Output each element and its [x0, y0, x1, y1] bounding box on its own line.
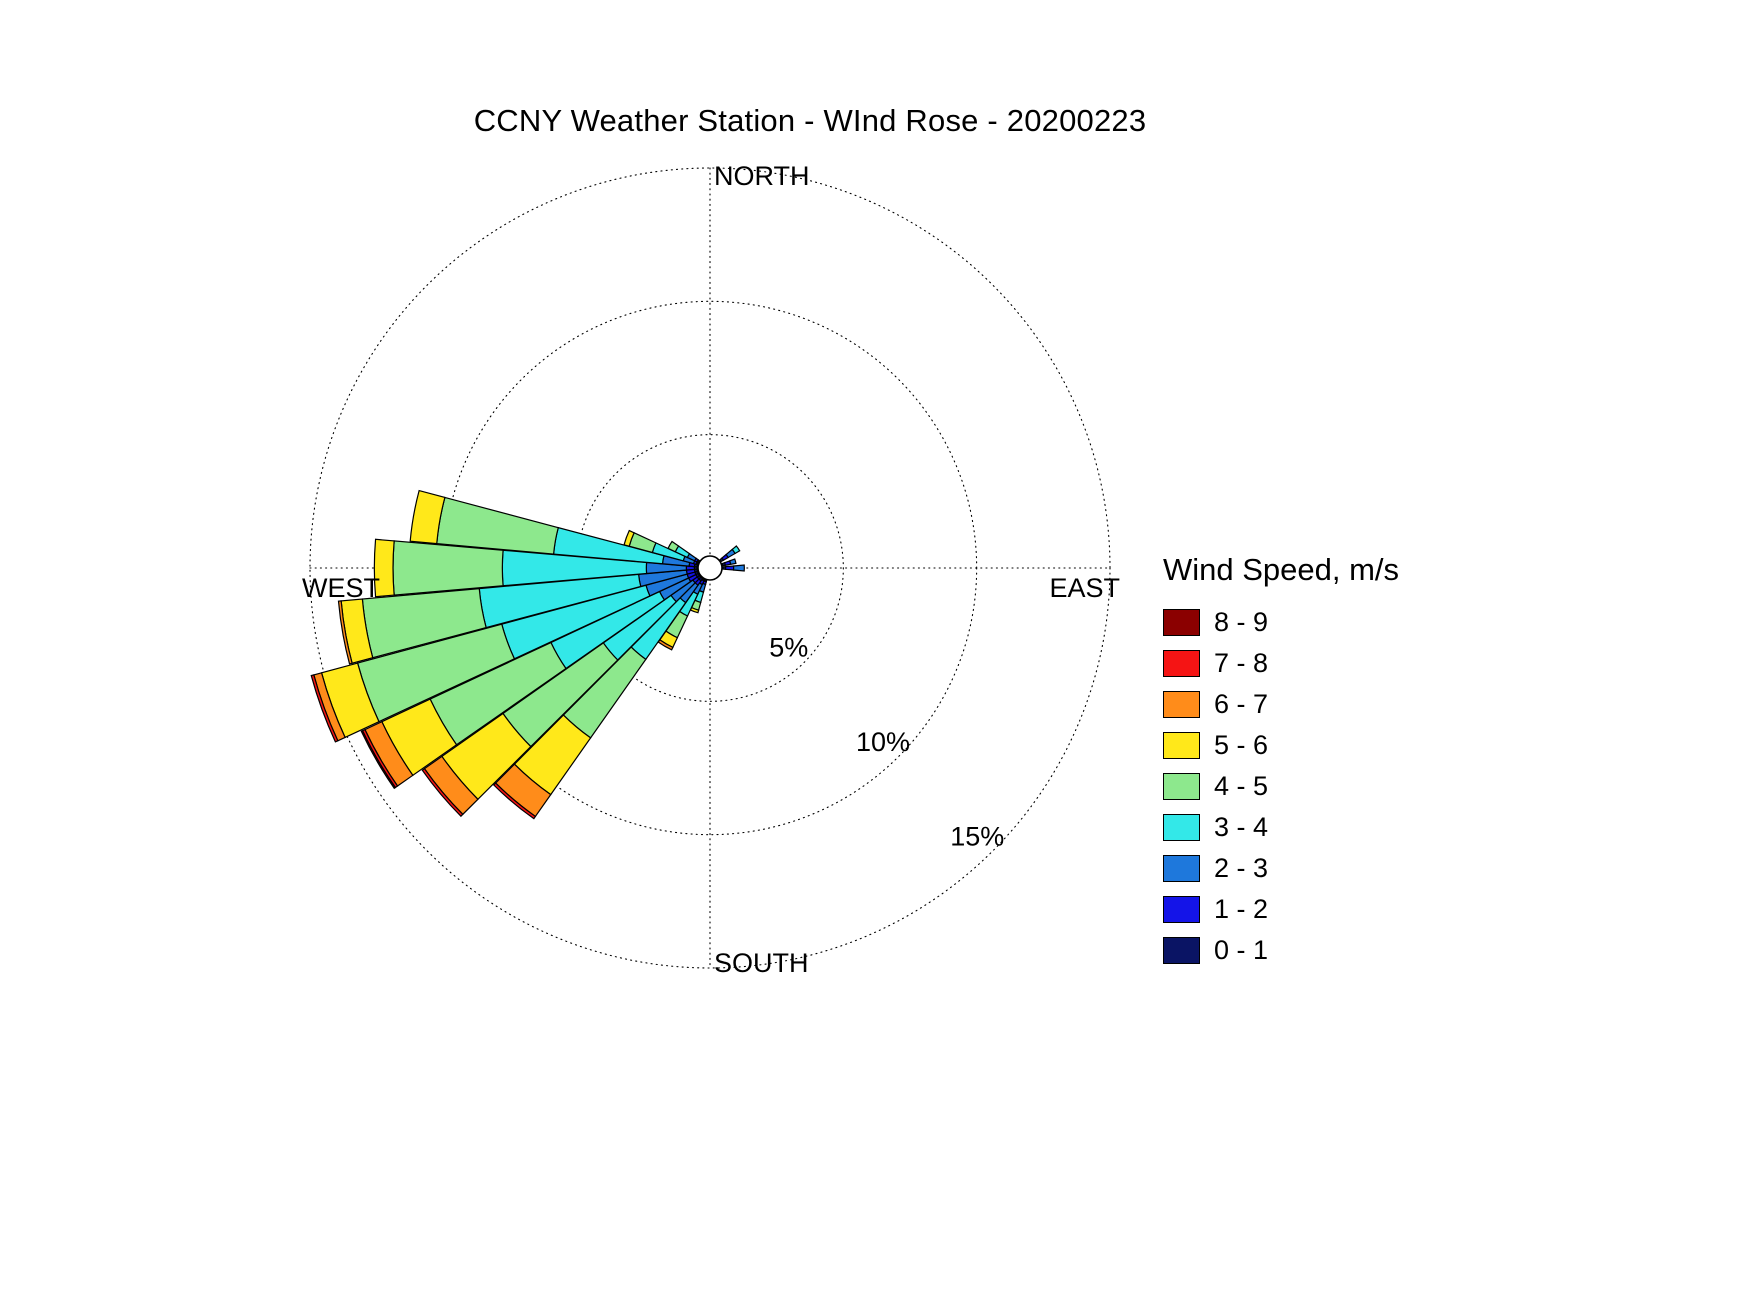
compass-label-east: EAST — [1049, 573, 1120, 603]
wind-petal-segment — [732, 564, 745, 572]
legend-item-label: 4 - 5 — [1214, 770, 1269, 801]
grid-ring — [309, 167, 1111, 969]
wind-petal-segment — [724, 565, 735, 571]
ring-percent-label: 15% — [950, 821, 1004, 851]
wind-petal-segment — [373, 538, 395, 598]
legend-item: 7 - 8 — [1163, 649, 1399, 677]
ring-percent-label: 5% — [769, 633, 808, 663]
legend-color-swatch — [1163, 854, 1200, 882]
legend-item-label: 8 - 9 — [1214, 606, 1269, 637]
legend-color-swatch — [1163, 649, 1200, 677]
wind-petal-segment — [436, 496, 560, 555]
compass-label-south: SOUTH — [714, 948, 809, 978]
legend-title: Wind Speed, m/s — [1163, 552, 1400, 587]
legend-item: 6 - 7 — [1163, 690, 1399, 718]
wind-petal-segment — [360, 729, 397, 790]
wind-petal-segment — [310, 674, 339, 743]
chart-title: CCNY Weather Station - WInd Rose - 20200… — [473, 103, 1147, 138]
ring-percent-label: 10% — [856, 727, 910, 757]
wind-petal-segment — [337, 600, 353, 665]
legend-item-label: 6 - 7 — [1214, 688, 1269, 719]
legend-color-swatch — [1163, 813, 1200, 841]
calm-center-marker — [697, 555, 723, 581]
legend-item-label: 0 - 1 — [1214, 934, 1269, 965]
legend-color-swatch — [1163, 690, 1200, 718]
legend-color-swatch — [1163, 936, 1200, 964]
legend-item: 3 - 4 — [1163, 813, 1399, 841]
legend-item: 5 - 6 — [1163, 731, 1399, 759]
legend-item: 8 - 9 — [1163, 608, 1399, 636]
wind-petal-segment — [731, 545, 741, 555]
legend-item-label: 7 - 8 — [1214, 647, 1269, 678]
legend-color-swatch — [1163, 608, 1200, 636]
legend-item-label: 3 - 4 — [1214, 811, 1269, 842]
legend-item: 4 - 5 — [1163, 772, 1399, 800]
legend-item-label: 1 - 2 — [1214, 893, 1269, 924]
wind-petal-segment — [421, 767, 464, 818]
grid-ring — [576, 434, 844, 702]
legend-item-label: 5 - 6 — [1214, 729, 1269, 760]
compass-label-north: NORTH — [714, 161, 810, 191]
wind-petal-segment — [392, 540, 504, 596]
legend-color-swatch — [1163, 731, 1200, 759]
compass-label-west: WEST — [302, 573, 380, 603]
legend: Wind Speed, m/s 8 - 9 7 - 8 6 - 7 5 - 6 4 - … — [1163, 552, 1399, 964]
legend-item: 0 - 1 — [1163, 936, 1399, 964]
wind-petal-segment — [409, 489, 446, 545]
wind-petal-segment — [728, 558, 737, 566]
wind-petal-segment — [667, 540, 680, 553]
wind-petal-segment — [492, 782, 537, 820]
legend-color-swatch — [1163, 772, 1200, 800]
legend-color-swatch — [1163, 895, 1200, 923]
legend-items: 8 - 9 7 - 8 6 - 7 5 - 6 4 - 5 3 - 4 2 - 3 1 - 2… — [1163, 608, 1399, 964]
legend-item-label: 2 - 3 — [1214, 852, 1269, 883]
legend-item: 1 - 2 — [1163, 895, 1399, 923]
legend-item: 2 - 3 — [1163, 854, 1399, 882]
wind-petal-segment — [623, 529, 635, 547]
